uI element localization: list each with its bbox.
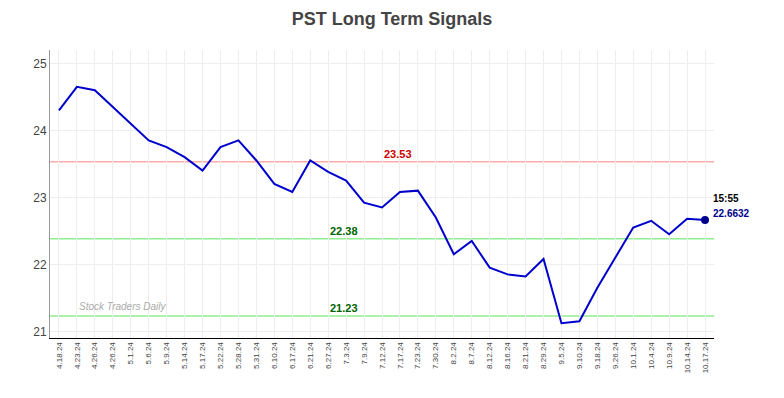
svg-text:6.10.24: 6.10.24 [270, 342, 279, 369]
svg-text:10.1.24: 10.1.24 [629, 342, 638, 369]
svg-text:7.9.24: 7.9.24 [360, 342, 369, 365]
svg-text:8.2.24: 8.2.24 [449, 342, 458, 365]
svg-text:10.9.24: 10.9.24 [665, 342, 674, 369]
svg-text:7.30.24: 7.30.24 [431, 342, 440, 369]
svg-text:5.28.24: 5.28.24 [234, 342, 243, 369]
svg-text:4.26.24: 4.26.24 [90, 342, 99, 369]
svg-text:23: 23 [33, 191, 47, 205]
svg-text:5.31.24: 5.31.24 [252, 342, 261, 369]
svg-text:9.18.24: 9.18.24 [593, 342, 602, 369]
svg-text:8.21.24: 8.21.24 [521, 342, 530, 369]
svg-text:24: 24 [33, 124, 47, 138]
svg-text:9.5.24: 9.5.24 [557, 342, 566, 365]
svg-text:6.17.24: 6.17.24 [288, 342, 297, 369]
svg-text:10.17.24: 10.17.24 [701, 342, 710, 374]
svg-text:5.6.24: 5.6.24 [144, 342, 153, 365]
svg-text:23.53: 23.53 [384, 148, 412, 160]
svg-text:4.23.24: 4.23.24 [73, 342, 82, 369]
svg-text:Stock Traders Daily: Stock Traders Daily [79, 301, 167, 312]
svg-text:7.3.24: 7.3.24 [342, 342, 351, 365]
svg-text:8.7.24: 8.7.24 [467, 342, 476, 365]
svg-text:5.14.24: 5.14.24 [180, 342, 189, 369]
svg-text:9.26.24: 9.26.24 [611, 342, 620, 369]
svg-text:4.18.24: 4.18.24 [55, 342, 64, 369]
svg-text:8.12.24: 8.12.24 [485, 342, 494, 369]
svg-text:6.21.24: 6.21.24 [306, 342, 315, 369]
svg-text:PST Long Term Signals: PST Long Term Signals [292, 9, 493, 29]
svg-text:6.27.24: 6.27.24 [324, 342, 333, 369]
svg-text:4.26.24: 4.26.24 [108, 342, 117, 369]
svg-text:5.22.24: 5.22.24 [216, 342, 225, 369]
svg-text:8.16.24: 8.16.24 [503, 342, 512, 369]
svg-text:5.9.24: 5.9.24 [162, 342, 171, 365]
svg-text:5.17.24: 5.17.24 [198, 342, 207, 369]
svg-text:21: 21 [33, 325, 47, 339]
svg-text:9.10.24: 9.10.24 [575, 342, 584, 369]
svg-text:22.6632: 22.6632 [713, 208, 750, 219]
svg-text:7.23.24: 7.23.24 [413, 342, 422, 369]
svg-text:10.14.24: 10.14.24 [683, 342, 692, 374]
svg-text:10.4.24: 10.4.24 [647, 342, 656, 369]
svg-text:8.29.24: 8.29.24 [539, 342, 548, 369]
svg-text:22: 22 [33, 258, 47, 272]
svg-text:22.38: 22.38 [330, 225, 358, 237]
svg-text:7.17.24: 7.17.24 [396, 342, 405, 369]
svg-text:25: 25 [33, 57, 47, 71]
svg-text:7.12.24: 7.12.24 [378, 342, 387, 369]
svg-text:15:55: 15:55 [713, 193, 739, 204]
svg-text:21.23: 21.23 [330, 302, 358, 314]
svg-text:5.1.24: 5.1.24 [126, 342, 135, 365]
